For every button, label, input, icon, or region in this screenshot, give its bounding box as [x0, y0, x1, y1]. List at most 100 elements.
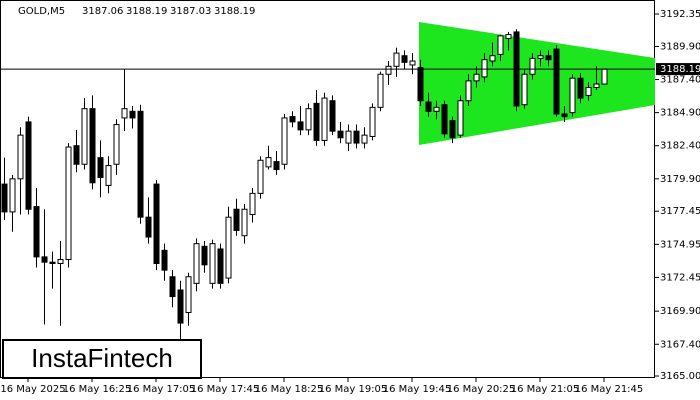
candle-body: [97, 157, 104, 178]
candle-body: [225, 216, 232, 279]
candle-body: [49, 261, 56, 265]
candle-body: [145, 216, 152, 238]
header-value: 3188.19: [126, 6, 167, 17]
y-tick-label: 3167.40: [660, 339, 700, 350]
candle-body: [73, 145, 80, 165]
x-tick-label: 16 May 20:25: [447, 384, 516, 395]
candle-body: [177, 289, 184, 324]
y-tick-label: 3177.45: [660, 206, 700, 217]
candle-body: [153, 183, 160, 265]
candle-body: [393, 52, 400, 67]
triangle-pattern: [419, 22, 655, 145]
candle-body: [369, 106, 376, 137]
candle-body: [217, 248, 224, 284]
candle-body: [241, 208, 248, 237]
candle-body: [193, 243, 200, 284]
brand-box: [2, 339, 202, 379]
candle-body: [449, 120, 456, 139]
y-tick-label: 3192.35: [660, 9, 700, 20]
x-tick-label: 16 May 18:25: [255, 384, 324, 395]
candle-body: [601, 68, 608, 85]
y-tick-label: 3184.90: [660, 108, 700, 119]
candle-body: [361, 134, 368, 144]
candle-body: [281, 117, 288, 165]
candle-body: [273, 161, 280, 171]
y-tick-label: 3174.95: [660, 239, 700, 250]
candle-body: [233, 208, 240, 231]
candle-body: [497, 35, 504, 55]
candle-body: [377, 73, 384, 108]
x-tick-label: 16 May 19:05: [319, 384, 388, 395]
y-tick-label: 3187.40: [660, 75, 700, 86]
x-tick-label: 16 May 21:45: [575, 384, 644, 395]
x-tick-label: 16 May 16:25: [63, 384, 132, 395]
candle-body: [521, 73, 528, 106]
y-tick-label: 3189.90: [660, 41, 700, 52]
y-tick-label: 3169.90: [660, 306, 700, 317]
candle-body: [441, 104, 448, 135]
candle-body: [209, 243, 216, 284]
candle-body: [169, 276, 176, 298]
x-tick-label: 16 May 17:05: [127, 384, 196, 395]
candle-body: [137, 110, 144, 218]
candle-body: [313, 102, 320, 141]
candle-body: [337, 130, 344, 139]
candle-body: [545, 55, 552, 61]
candle-body: [297, 121, 304, 131]
candle-body: [481, 59, 488, 78]
header-value: 3187.06: [82, 6, 123, 17]
candle-body: [17, 134, 24, 180]
candle-body: [289, 116, 296, 123]
candle-body: [33, 206, 40, 258]
candle-body: [409, 60, 416, 66]
candle-body: [553, 48, 560, 115]
candle-body: [401, 55, 408, 63]
candle-body: [529, 57, 536, 75]
price-label-bg: [656, 63, 700, 76]
candle-body: [465, 80, 472, 102]
candle-body: [489, 55, 496, 62]
candle-body: [121, 108, 128, 119]
candle-body: [25, 121, 32, 210]
y-tick-label: 3165.00: [660, 371, 700, 382]
candle-body: [425, 101, 432, 112]
candle-body: [433, 106, 440, 112]
candle-body: [329, 100, 336, 132]
candle-body: [321, 97, 328, 141]
candle-body: [113, 124, 120, 165]
candle-body: [305, 108, 312, 131]
candle-body: [537, 55, 544, 59]
candle-body: [9, 178, 16, 213]
y-tick-label: 3179.90: [660, 174, 700, 185]
header-value: 3188.19: [214, 6, 255, 17]
candle-body: [89, 108, 96, 184]
candle-body: [249, 192, 256, 216]
candle-body: [185, 276, 192, 313]
candle-body: [105, 165, 112, 186]
candle-body: [345, 130, 352, 144]
candle-body: [57, 259, 64, 265]
x-tick-label: 16 May 2025: [0, 384, 65, 395]
candle-body: [129, 110, 136, 119]
candle-body: [201, 245, 208, 266]
candle-body: [353, 130, 360, 144]
x-tick-label: 16 May 17:45: [191, 384, 260, 395]
y-tick-label: 3172.45: [660, 272, 700, 283]
candle-body: [561, 113, 568, 118]
brand: InstaFintech: [31, 343, 173, 373]
candle-body: [569, 77, 576, 114]
candle-body: [257, 159, 264, 194]
candle-body: [473, 73, 480, 82]
candle-body: [81, 108, 88, 165]
candle-body: [593, 83, 600, 88]
candle-body: [577, 77, 584, 99]
candle-body: [417, 67, 424, 102]
candle-body: [265, 157, 272, 168]
x-tick-label: 16 May 19:45: [383, 384, 452, 395]
candle-body: [385, 65, 392, 75]
x-tick-label: 16 May 21:05: [511, 384, 580, 395]
symbol: GOLD,M5: [18, 6, 65, 17]
candle-body: [585, 86, 592, 96]
y-tick-label: 3182.40: [660, 141, 700, 152]
